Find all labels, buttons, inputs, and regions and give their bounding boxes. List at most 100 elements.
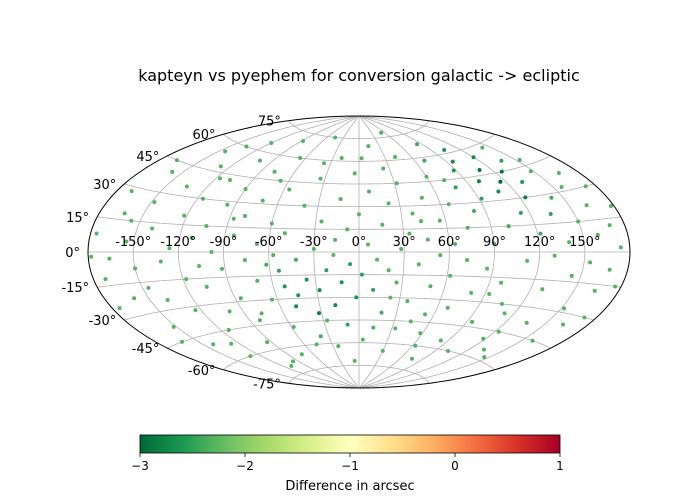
data-point xyxy=(465,225,470,230)
data-point xyxy=(333,135,338,140)
data-point xyxy=(360,337,365,342)
data-point xyxy=(339,280,344,285)
data-point xyxy=(371,287,376,292)
data-point xyxy=(592,288,597,293)
data-point xyxy=(171,324,176,329)
data-point xyxy=(524,320,529,325)
data-point xyxy=(278,178,283,183)
data-point xyxy=(422,158,427,163)
data-point xyxy=(296,293,301,298)
data-point xyxy=(405,299,410,304)
data-point xyxy=(103,277,108,282)
data-point xyxy=(506,224,511,229)
data-point xyxy=(556,171,561,176)
data-point xyxy=(453,185,458,190)
y-tick-label: 15° xyxy=(66,211,89,226)
data-point xyxy=(345,322,350,327)
data-point xyxy=(170,169,175,174)
data-point xyxy=(200,196,205,201)
data-point xyxy=(359,272,364,277)
data-point xyxy=(492,241,497,246)
data-point xyxy=(220,266,225,271)
data-point xyxy=(496,329,501,334)
data-point xyxy=(218,164,223,169)
data-point xyxy=(445,305,450,310)
data-point xyxy=(243,187,248,192)
data-point xyxy=(204,223,209,228)
data-point xyxy=(184,277,189,282)
data-point xyxy=(193,308,198,313)
data-point xyxy=(317,288,322,293)
parallel-gridline xyxy=(124,296,594,321)
data-point xyxy=(107,256,112,261)
colorbar-tick-label: 1 xyxy=(556,459,564,473)
data-point xyxy=(393,154,398,159)
data-point xyxy=(217,176,222,181)
data-point xyxy=(132,296,137,301)
data-point xyxy=(399,246,404,251)
data-point xyxy=(354,295,359,300)
x-tick-label: 30° xyxy=(393,235,416,250)
data-point xyxy=(265,340,270,345)
data-point xyxy=(226,327,231,332)
gridlines xyxy=(88,116,630,388)
data-point xyxy=(375,257,380,262)
data-point xyxy=(89,254,94,259)
data-point xyxy=(561,322,566,327)
data-point xyxy=(336,344,341,349)
parallel-gridline xyxy=(124,183,594,208)
data-point xyxy=(379,310,384,315)
data-point xyxy=(448,273,453,278)
x-tick-label: 90° xyxy=(483,235,506,250)
data-point xyxy=(481,347,486,352)
x-tick-label: -60° xyxy=(255,235,283,250)
data-point xyxy=(477,168,482,172)
data-point xyxy=(338,196,343,201)
x-tick-label: 0° xyxy=(352,235,367,250)
y-tick-label: 0° xyxy=(65,246,80,261)
y-tick-label: 60° xyxy=(192,128,215,143)
colorbar-ticks: −3 −2 −1 0 1 xyxy=(131,453,564,473)
data-point xyxy=(318,176,323,181)
parallel-gridline xyxy=(97,216,621,230)
data-point xyxy=(264,262,269,267)
data-point xyxy=(588,260,593,265)
data-point xyxy=(227,309,232,314)
data-point xyxy=(523,195,528,200)
data-point xyxy=(428,284,433,289)
data-point xyxy=(269,297,274,302)
data-point xyxy=(499,158,504,163)
y-tick-label: -60° xyxy=(188,364,216,379)
data-point xyxy=(517,157,522,162)
data-point xyxy=(409,356,414,361)
x-tick-label: -150° xyxy=(115,235,151,250)
data-point xyxy=(228,177,232,182)
data-point xyxy=(496,189,501,194)
data-point xyxy=(225,202,230,207)
data-point xyxy=(380,222,385,227)
data-point xyxy=(287,187,292,192)
data-point xyxy=(238,296,243,301)
data-point xyxy=(318,334,323,339)
data-point xyxy=(442,178,447,183)
data-point xyxy=(607,267,612,272)
data-point xyxy=(294,304,299,309)
data-point xyxy=(302,203,307,208)
data-point xyxy=(381,166,386,171)
data-point xyxy=(345,227,350,232)
data-point xyxy=(583,184,588,189)
data-point xyxy=(419,195,424,200)
data-point xyxy=(321,161,326,166)
data-point xyxy=(386,201,391,206)
y-tick-labels: -75° -60° -45° -30° -15° 0° 15° 30° 45° 60° 75° xyxy=(61,115,280,393)
data-point xyxy=(257,318,262,323)
y-tick-label: 45° xyxy=(136,150,159,165)
data-point xyxy=(291,359,296,364)
data-point xyxy=(446,202,451,207)
data-point xyxy=(242,258,247,263)
data-point xyxy=(471,155,476,160)
x-tick-label: 120° xyxy=(524,235,555,250)
data-point xyxy=(548,211,553,216)
data-point xyxy=(150,226,155,231)
parallel-gridline xyxy=(167,319,551,349)
